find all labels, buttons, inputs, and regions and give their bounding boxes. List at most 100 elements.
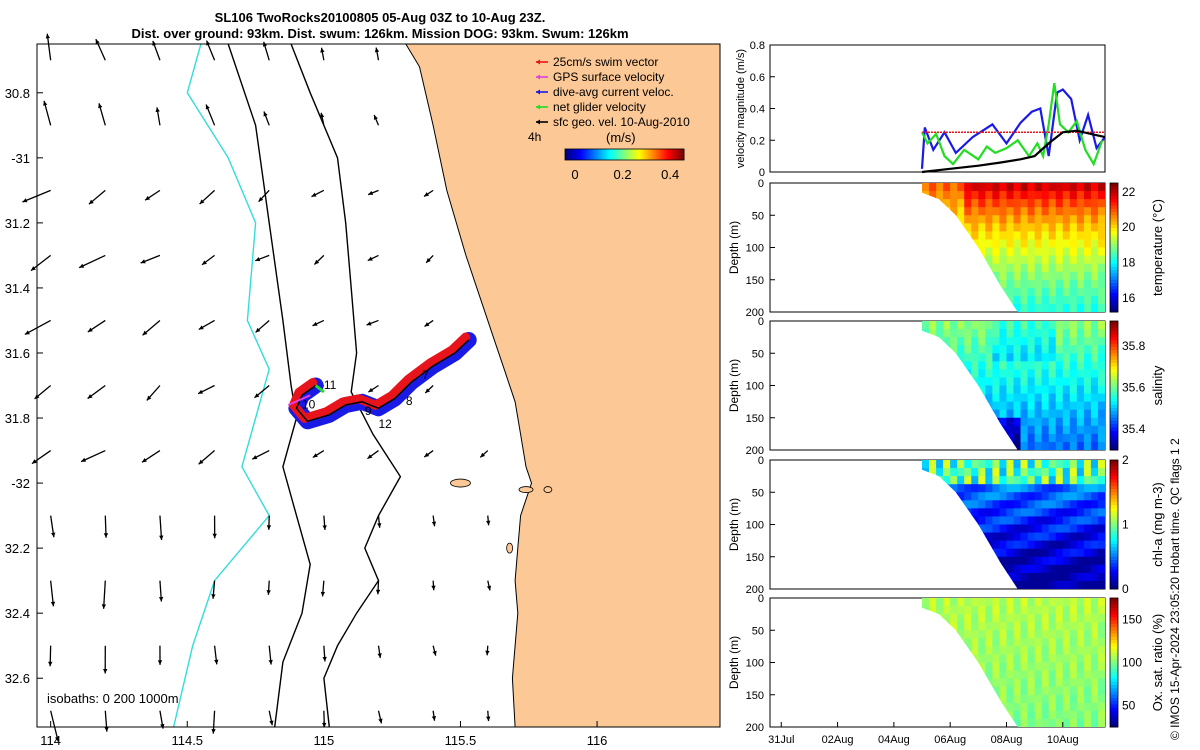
- colorbar-cell: [612, 149, 616, 160]
- temperature-cell: [1041, 239, 1050, 249]
- salinity-cell: [943, 377, 951, 387]
- temperature-cell: [985, 295, 993, 305]
- colorbar-cell: [674, 149, 677, 160]
- temperature-cell: [1034, 207, 1043, 216]
- oxsat-colorbar-frame: [1109, 597, 1119, 728]
- temperature-cell: [936, 223, 944, 232]
- temperature-cell: [1020, 271, 1029, 281]
- colorbar-cell: [598, 149, 602, 160]
- colorbar-cell: [656, 149, 659, 160]
- oxsat-cell: [957, 710, 965, 720]
- sfc-geo-vel-arrow: [319, 112, 325, 126]
- sfc-geo-vel-arrow: [431, 580, 436, 591]
- chla-cell: [1097, 564, 1105, 574]
- salinity-cell: [978, 409, 986, 419]
- temperature-cell: [1048, 247, 1057, 257]
- temperature-cell: [1090, 231, 1099, 241]
- temperature-cell: [957, 191, 965, 200]
- temperature-cell: [936, 215, 944, 224]
- salinity-cell: [971, 353, 979, 362]
- oxsat-cell: [985, 606, 993, 615]
- salinity-cell: [922, 401, 930, 411]
- sfc-geo-vel-arrow: [197, 384, 215, 395]
- sfc-geo-vel-arrow: [140, 254, 161, 264]
- chla-cell: [1034, 508, 1043, 518]
- salinity-cell: [1013, 353, 1022, 362]
- temperature-cell: [1062, 255, 1071, 265]
- chla-cell: [1055, 540, 1064, 550]
- velocity-series-line: [921, 129, 1106, 174]
- colorbar-cell: [624, 149, 627, 160]
- temperature-cell: [964, 279, 972, 289]
- oxsat-cell: [1020, 606, 1029, 615]
- colorbar-cell: [606, 149, 610, 160]
- salinity-cell: [1013, 417, 1022, 427]
- oxsat-cell: [1027, 670, 1036, 680]
- arrow-head: [140, 259, 146, 264]
- salinity-cell: [1090, 337, 1099, 346]
- salinity-cell: [950, 393, 958, 403]
- oxsat-colorbar-cell: [1110, 662, 1118, 667]
- oxsat-cell: [1055, 702, 1064, 712]
- salinity-cell: [1041, 441, 1050, 450]
- chla-colorbar-cell: [1110, 579, 1118, 584]
- chla-cell: [943, 484, 951, 493]
- sfc-geo-vel-arrow: [80, 449, 106, 463]
- oxsat-cell: [1048, 638, 1057, 647]
- oxsat-cell: [1027, 694, 1036, 704]
- salinity-cell: [1048, 345, 1057, 354]
- chla-cell: [943, 532, 951, 542]
- oxsat-cell: [1041, 686, 1050, 696]
- chla-cell: [1055, 492, 1064, 501]
- oxsat-cell: [1062, 654, 1071, 664]
- legend-swatch-head: [536, 89, 540, 95]
- oxsat-cell: [985, 622, 993, 631]
- salinity-cell: [1020, 417, 1029, 427]
- temperature-cell: [978, 207, 986, 216]
- temperature-colorbar-cell: [1110, 292, 1118, 297]
- oxsat-cell: [999, 646, 1008, 656]
- temperature-cell: [1090, 199, 1099, 208]
- salinity-cell: [1069, 337, 1078, 346]
- oxsat-cell: [1034, 622, 1043, 631]
- salinity-cell: [943, 353, 951, 362]
- salinity-colorbar-cell: [1110, 366, 1118, 370]
- temperature-cell: [943, 207, 951, 216]
- salinity-cell: [929, 369, 937, 379]
- chla-cell: [964, 484, 972, 493]
- oxsat-cell: [964, 646, 972, 656]
- salinity-cell: [950, 425, 958, 435]
- oxsat-colorbar-cell: [1110, 681, 1118, 686]
- salinity-cell: [992, 321, 1001, 330]
- salinity-cell: [943, 361, 951, 370]
- salinity-cell: [1069, 417, 1078, 427]
- salinity-cell: [1062, 345, 1071, 354]
- temperature-cell: [922, 247, 930, 257]
- temperature-cell: [1062, 207, 1071, 216]
- chla-cell: [971, 524, 979, 534]
- temperature-cell: [1048, 231, 1057, 241]
- salinity-colorbar-cell: [1110, 330, 1118, 335]
- chla-cell: [1013, 532, 1022, 542]
- chla-colorbar-cell: [1110, 556, 1118, 561]
- colorbar-cell: [584, 149, 588, 160]
- chla-cell: [1048, 460, 1057, 469]
- oxsat-cell: [985, 718, 993, 727]
- chla-cell: [950, 580, 958, 589]
- temperature-cell: [936, 207, 944, 216]
- oxsat-cell: [943, 702, 951, 712]
- oxsat-cell: [978, 710, 986, 720]
- salinity-cell: [964, 337, 972, 346]
- salinity-cell: [1083, 393, 1092, 403]
- salinity-cell: [1083, 353, 1092, 362]
- oxsat-cell: [1076, 694, 1085, 704]
- chla-cell: [1041, 484, 1050, 493]
- coastline: [405, 43, 533, 728]
- salinity-cell: [1027, 433, 1036, 443]
- chla-cell: [957, 548, 965, 558]
- temperature-cell: [964, 303, 972, 312]
- temperature-cell: [1055, 263, 1064, 273]
- salinity-colorbar-cell: [1110, 333, 1118, 338]
- oxsat-cell: [950, 678, 958, 688]
- temperature-cell: [1062, 231, 1071, 241]
